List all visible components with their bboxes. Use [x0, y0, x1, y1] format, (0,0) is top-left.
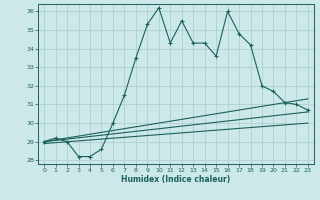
X-axis label: Humidex (Indice chaleur): Humidex (Indice chaleur) [121, 175, 231, 184]
